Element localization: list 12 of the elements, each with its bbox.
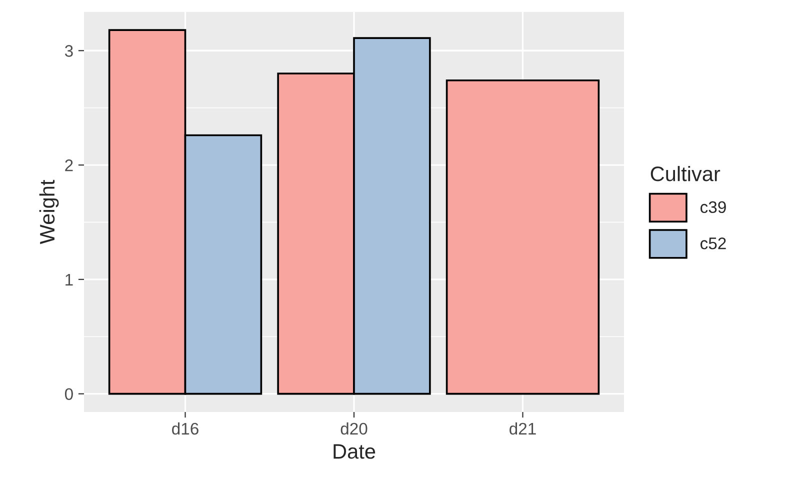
legend-title: Cultivar <box>650 166 720 182</box>
y-tick-label: 2 <box>65 159 73 172</box>
legend-label: c52 <box>700 238 726 250</box>
x-axis-title: Date <box>334 444 376 459</box>
legend-label: c39 <box>700 201 726 214</box>
x-tick-label: d16 <box>172 422 198 435</box>
y-tick-label: 3 <box>64 45 73 57</box>
y-axis-title: Weight <box>39 180 59 244</box>
x-tick-label: d21 <box>510 422 536 435</box>
y-tick-label: 1 <box>66 274 73 286</box>
y-tick-label: 0 <box>64 388 73 400</box>
x-tick-label: d20 <box>340 422 368 435</box>
